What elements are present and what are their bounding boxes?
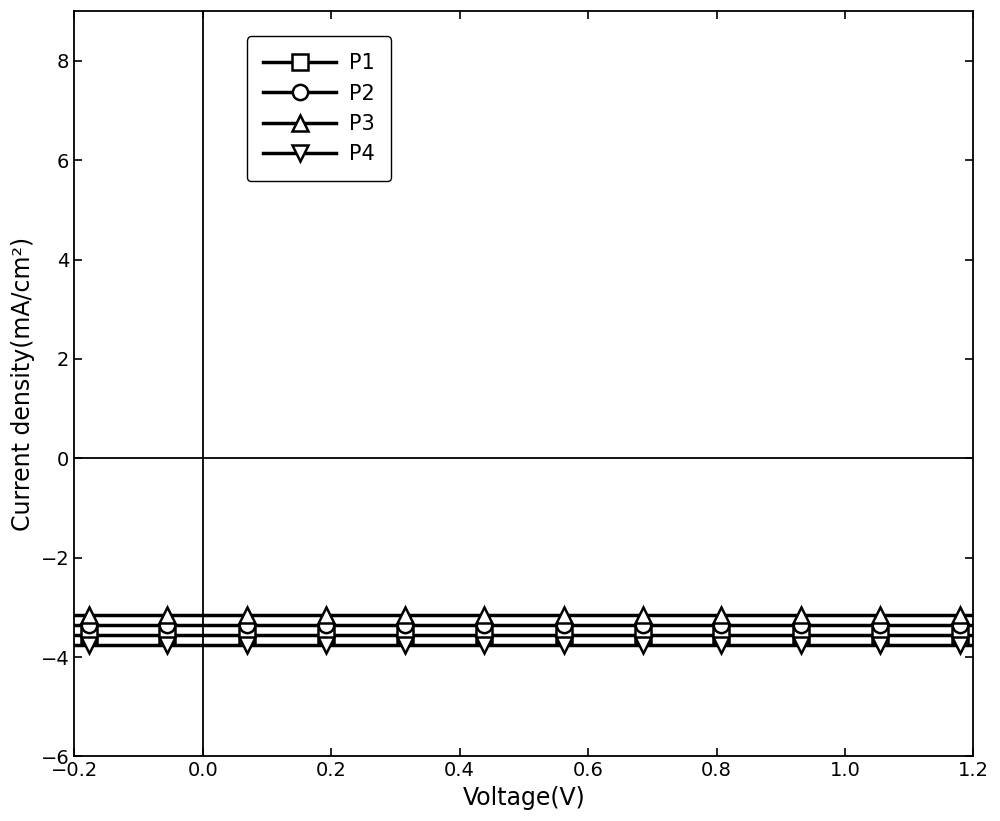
P3: [967, 610, 979, 620]
P3: [745, 610, 757, 620]
P4: [227, 640, 239, 649]
P3: [68, 610, 80, 620]
Y-axis label: Current density(mA/cm²): Current density(mA/cm²): [11, 236, 35, 531]
P2: [475, 620, 487, 630]
P1: [745, 630, 757, 640]
P3: [299, 610, 311, 620]
P3: [598, 610, 610, 620]
P2: [669, 620, 681, 630]
Line: P1: P1: [67, 627, 981, 642]
P1: [598, 630, 610, 640]
P4: [68, 640, 80, 649]
Line: P2: P2: [67, 617, 981, 632]
P2: [68, 620, 80, 630]
Line: P4: P4: [67, 637, 981, 653]
P4: [745, 640, 757, 649]
P4: [475, 640, 487, 649]
P2: [598, 620, 610, 630]
Line: P3: P3: [67, 608, 981, 622]
P3: [475, 610, 487, 620]
P3: [227, 610, 239, 620]
X-axis label: Voltage(V): Voltage(V): [462, 786, 585, 810]
P4: [299, 640, 311, 649]
P1: [227, 630, 239, 640]
P1: [967, 630, 979, 640]
P1: [475, 630, 487, 640]
P2: [299, 620, 311, 630]
P1: [68, 630, 80, 640]
Legend: P1, P2, P3, P4: P1, P2, P3, P4: [247, 36, 391, 181]
P1: [299, 630, 311, 640]
P2: [227, 620, 239, 630]
P4: [598, 640, 610, 649]
P3: [669, 610, 681, 620]
P1: [669, 630, 681, 640]
P2: [745, 620, 757, 630]
P4: [669, 640, 681, 649]
P2: [967, 620, 979, 630]
P4: [967, 640, 979, 649]
